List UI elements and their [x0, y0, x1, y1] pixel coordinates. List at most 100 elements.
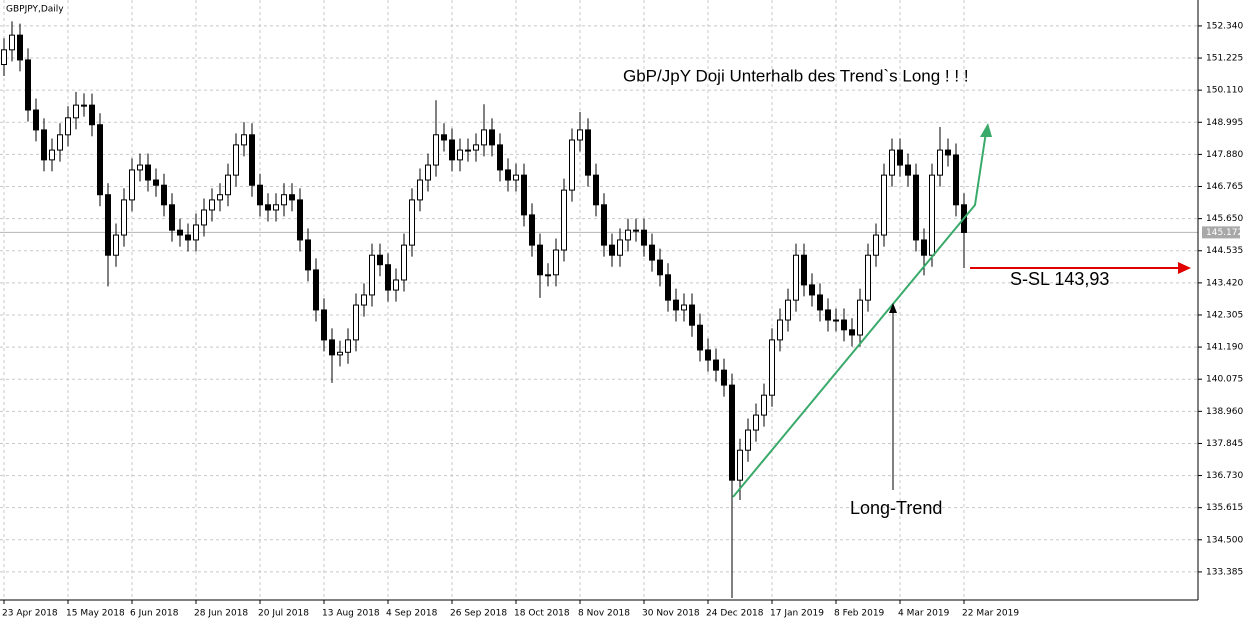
y-tick-label: 136.730 [1206, 471, 1243, 481]
candle-body [145, 164, 151, 181]
candle-body [449, 139, 455, 161]
annotation: S-SL 143,93 [1010, 269, 1109, 289]
candle-body [97, 124, 103, 196]
candle-body [929, 174, 935, 256]
x-tick-label: 4 Mar 2019 [898, 609, 950, 619]
candle-body [489, 129, 495, 146]
candle-body [457, 149, 463, 161]
y-tick-label: 138.960 [1206, 407, 1243, 417]
candle-body [897, 149, 903, 166]
candle-body [841, 319, 847, 331]
candle-body [9, 34, 15, 51]
candle-body [441, 134, 447, 141]
candle-body [433, 134, 439, 166]
candle-body [577, 129, 583, 141]
candle-body [689, 304, 695, 326]
y-tick-label: 142.305 [1206, 310, 1243, 320]
y-tick-label: 133.385 [1206, 567, 1243, 577]
stop-loss-arrowhead [1178, 262, 1191, 274]
candle-body [273, 204, 279, 211]
candle-body [57, 134, 63, 151]
candle-body [953, 154, 959, 206]
candle-body [81, 104, 87, 107]
candle-body [833, 319, 839, 322]
candle-body [545, 274, 551, 277]
y-tick-label: 147.880 [1206, 150, 1243, 160]
candle-body [801, 254, 807, 286]
candle-body [297, 199, 303, 241]
y-tick-label: 143.420 [1206, 278, 1243, 288]
x-tick-label: 22 Mar 2019 [962, 609, 1019, 619]
pointer-arrowhead [889, 303, 897, 313]
candle-body [921, 239, 927, 256]
candle-body [609, 244, 615, 256]
candle-body [105, 194, 111, 256]
candle-body [481, 129, 487, 146]
candle-body [825, 309, 831, 321]
candle-body [265, 204, 271, 211]
y-tick-label: 140.075 [1206, 375, 1243, 385]
y-tick-label: 141.190 [1206, 343, 1243, 353]
x-tick-label: 17 Jan 2019 [770, 609, 824, 619]
last-price-label: 145.172 [1206, 228, 1243, 238]
x-tick-label: 24 Dec 2018 [706, 609, 764, 619]
candle-body [681, 304, 687, 311]
candle-body [793, 254, 799, 301]
candle-body [305, 239, 311, 271]
candle-body [785, 299, 791, 321]
candle-body [657, 259, 663, 276]
candles [1, 21, 967, 598]
candle-body [593, 174, 599, 206]
x-tick-label: 6 Jun 2018 [130, 609, 179, 619]
candle-body [393, 279, 399, 291]
candle-body [33, 109, 39, 131]
candle-body [409, 199, 415, 246]
candle-body [361, 294, 367, 306]
candle-body [169, 204, 175, 231]
candle-body [329, 339, 335, 356]
candle-body [65, 117, 71, 136]
candle-body [281, 194, 287, 206]
candle-body [601, 204, 607, 246]
candle-body [737, 449, 743, 481]
x-tick-label: 28 Jun 2018 [194, 609, 248, 619]
candle-body [617, 239, 623, 256]
candle-body [121, 199, 127, 236]
candle-body [201, 209, 207, 226]
candle-body [753, 414, 759, 431]
x-tick-label: 8 Feb 2019 [834, 609, 885, 619]
candle-body [1, 49, 7, 66]
candle-body [865, 254, 871, 301]
y-tick-label: 152.340 [1206, 21, 1243, 31]
candle-body [209, 199, 215, 211]
candle-body [873, 234, 879, 256]
y-tick-label: 144.535 [1206, 246, 1243, 256]
candle-body [937, 149, 943, 176]
trend-line [732, 131, 987, 498]
candle-body [153, 179, 159, 186]
y-tick-label: 151.225 [1206, 54, 1243, 64]
candle-body [25, 59, 31, 111]
y-tick-label: 145.650 [1206, 214, 1243, 224]
y-tick-label: 150.110 [1206, 86, 1243, 96]
candle-body [649, 244, 655, 261]
candle-body [945, 149, 951, 156]
candle-body [849, 329, 855, 336]
candle-body [761, 394, 767, 416]
candle-body [521, 174, 527, 216]
candle-body [465, 149, 471, 152]
candle-body [321, 309, 327, 341]
candle-body [913, 174, 919, 241]
candle-body [697, 324, 703, 351]
candle-body [185, 234, 191, 241]
candle-body [385, 264, 391, 291]
y-tick-label: 148.995 [1206, 118, 1243, 128]
candle-body [905, 164, 911, 176]
x-tick-label: 4 Sep 2018 [386, 609, 438, 619]
candle-body [313, 269, 319, 311]
candle-body [569, 139, 575, 191]
candle-body [505, 169, 511, 181]
candle-body [721, 369, 727, 386]
